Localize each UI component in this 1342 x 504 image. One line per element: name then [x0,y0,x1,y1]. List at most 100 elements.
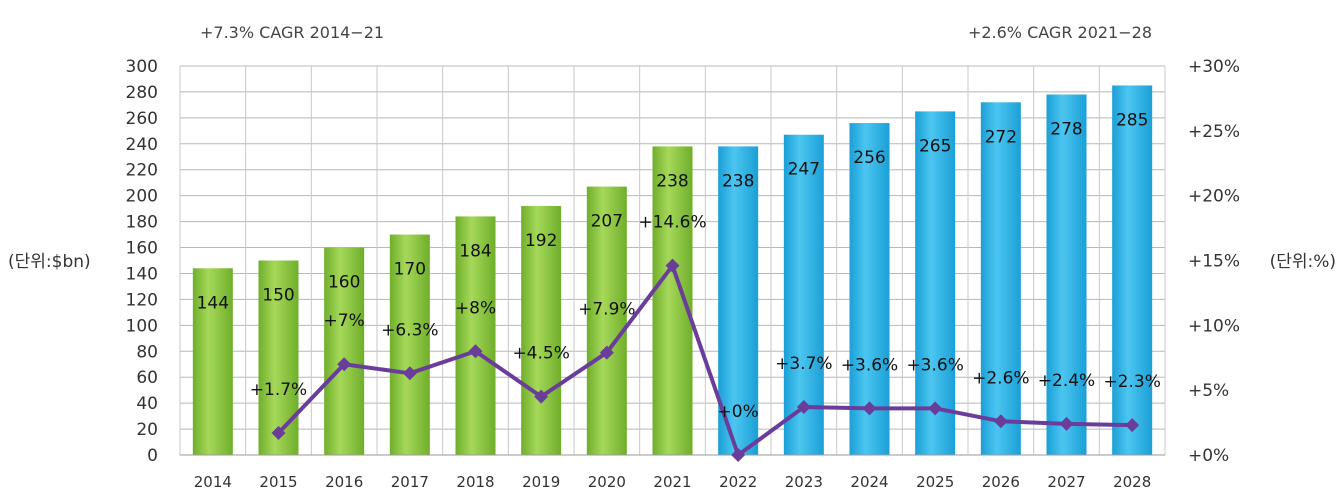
bar-2017 [389,234,430,455]
y2-tick-label: +10% [1188,316,1240,336]
y-tick-label: 0 [147,446,158,466]
y-tick-label: 20 [136,420,158,440]
bar-2016 [324,247,365,455]
growth-value-label: +3.6% [841,355,898,375]
x-tick-label: 2015 [259,473,297,491]
growth-marker [993,414,1008,429]
bar-value-label: 160 [328,273,360,293]
growth-marker [1125,418,1140,433]
y-tick-label: 80 [136,342,158,362]
y-tick-label: 180 [126,213,158,233]
cagr-right-annotation: +2.6% CAGR 2021−28 [968,23,1152,42]
growth-value-label: +3.7% [775,354,832,374]
y-tick-label: 60 [136,368,158,388]
bars [192,85,1153,456]
growth-value-label: +2.4% [1038,371,1095,391]
growth-value-label: +3.6% [906,355,963,375]
y-tick-label: 40 [136,394,158,414]
growth-marker [796,400,811,415]
y-tick-label: 220 [126,161,158,181]
growth-value-label: +7.9% [578,300,635,320]
bar-2020 [586,186,627,455]
x-tick-label: 2022 [719,473,757,491]
y2-tick-label: +30% [1188,57,1240,77]
bar-value-label: 207 [591,212,623,232]
growth-value-label: +6.3% [381,320,438,340]
growth-value-label: +7% [324,311,365,331]
bar-2027 [1046,94,1087,455]
cagr-left-annotation: +7.3% CAGR 2014−21 [200,23,384,42]
y-tick-label: 100 [126,316,158,336]
y-tick-label: 200 [126,187,158,207]
bar-2028 [1112,85,1153,455]
growth-value-label: +0% [718,402,759,422]
y-tick-label: 140 [126,264,158,284]
y-axis-left-label: (단위:$bn) [8,252,91,272]
growth-marker [337,357,352,372]
bar-2014 [192,268,233,455]
x-tick-label: 2026 [982,473,1020,491]
x-tick-label: 2027 [1047,473,1085,491]
y-tick-label: 260 [126,109,158,129]
y2-tick-label: +15% [1188,252,1240,272]
y2-tick-label: +0% [1188,446,1229,466]
growth-marker [402,366,417,381]
x-tick-label: 2014 [194,473,232,491]
bar-value-label: 247 [788,160,820,180]
bar-2019 [521,206,562,455]
y-tick-label: 280 [126,83,158,103]
bar-value-label: 265 [919,136,951,156]
y-tick-label: 160 [126,239,158,259]
bar-value-label: 192 [525,231,557,251]
x-tick-label: 2020 [588,473,626,491]
x-tick-label: 2019 [522,473,560,491]
x-tick-label: 2024 [850,473,888,491]
y-tick-label: 240 [126,135,158,155]
bar-value-label: 150 [262,286,294,306]
bar-value-label: 238 [722,171,754,191]
bar-value-label: 285 [1116,110,1148,130]
x-tick-label: 2021 [653,473,691,491]
growth-marker [665,258,680,273]
bar-value-label: 238 [656,171,688,191]
y-tick-label: 120 [126,290,158,310]
growth-series-line [277,263,1133,457]
bar-2025 [915,111,956,455]
axes: 2014 2015 2016 2017 2018 2019 2020 2021 2022 2023… [180,454,1165,491]
bar-2015 [258,260,299,455]
x-tick-label: 2018 [456,473,494,491]
growth-marker [1059,416,1074,431]
x-tick-label: 2023 [785,473,823,491]
growth-value-label: +8% [455,298,496,318]
growth-value-label: +2.3% [1103,372,1160,392]
y2-tick-label: +5% [1188,381,1229,401]
x-tick-label: 2025 [916,473,954,491]
x-tick-label: 2028 [1113,473,1151,491]
bar-value-label: 278 [1050,120,1082,140]
growth-marker [271,425,286,440]
bar-2018 [455,216,496,455]
growth-value-label: +1.7% [250,380,307,400]
y2-tick-label: +20% [1188,187,1240,207]
growth-marker [862,401,877,416]
y-tick-label: 300 [126,57,158,77]
bar-value-label: 272 [985,127,1017,147]
bar-value-label: 170 [394,260,426,280]
x-tick-label: 2017 [391,473,429,491]
growth-marker [534,389,549,404]
growth-value-label: +14.6% [638,213,706,233]
y-axis-right-label: (단위:%) [1270,252,1336,272]
bar-2024 [849,123,890,455]
growth-marker [731,448,746,462]
growth-marker [928,401,943,416]
bar-value-label: 144 [197,293,229,313]
growth-value-label: +4.5% [512,344,569,364]
growth-line [271,258,1140,462]
growth-value-label: +2.6% [972,368,1029,388]
bar-2022 [718,146,759,456]
bar-2026 [980,102,1021,455]
growth-marker [599,345,614,360]
bar-value-label: 184 [459,241,491,261]
